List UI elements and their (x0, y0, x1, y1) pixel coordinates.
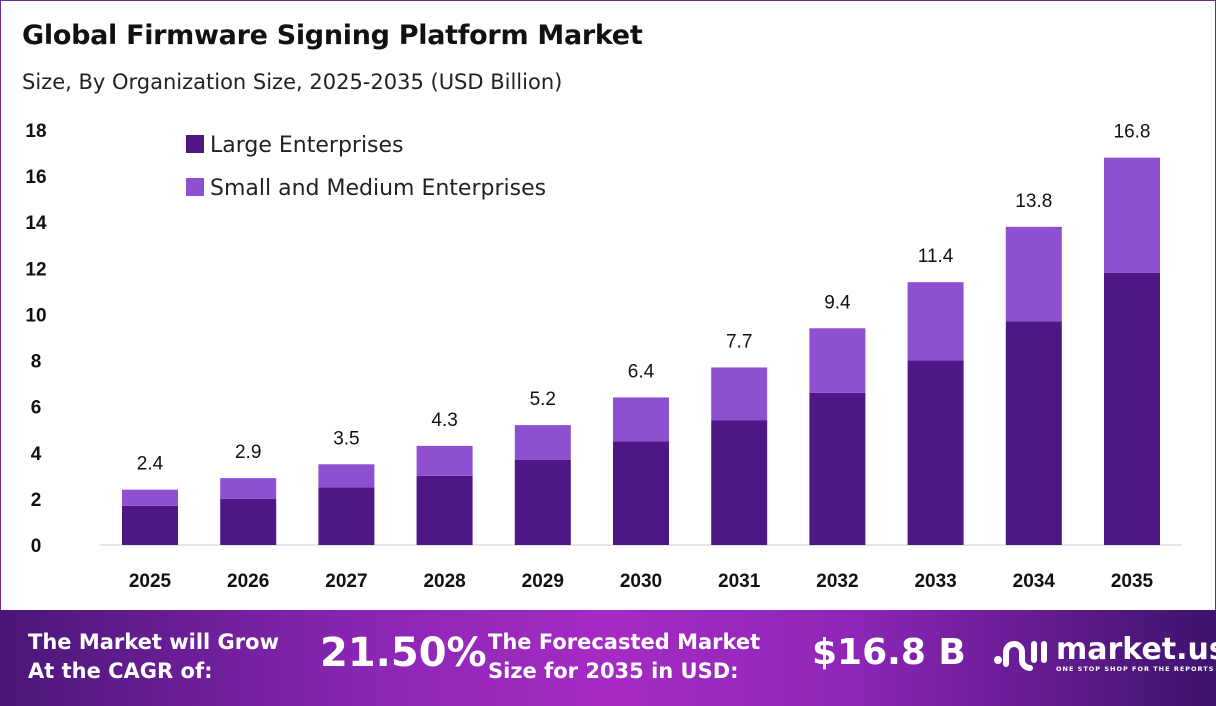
x-tick-label: 2029 (522, 571, 564, 592)
bar-large-enterprises (514, 459, 571, 545)
bar-large-enterprises (613, 441, 669, 545)
bar-small-and-medium-enterprises (907, 282, 964, 361)
total-data-label: 16.8 (1114, 122, 1151, 143)
bar-large-enterprises (1005, 321, 1062, 545)
y-tick-label: 12 (25, 259, 46, 280)
legend-label: Small and Medium Enterprises (210, 176, 546, 201)
bar-small-and-medium-enterprises (711, 367, 768, 421)
bar-small-and-medium-enterprises (318, 464, 375, 488)
chart-subtitle: Size, By Organization Size, 2025-2035 (U… (22, 70, 563, 94)
logo-mark-icon (994, 641, 1047, 671)
y-tick-label: 18 (25, 121, 46, 142)
x-tick-label: 2030 (620, 571, 662, 592)
total-data-label: 11.4 (918, 246, 954, 267)
footer-banner: The Market will Grow At the CAGR of: 21.… (0, 610, 1216, 706)
bar-chart: 0 2 4 6 8 10 12 14 16 18 2.4 2025 2.9 2026 3.5 2027 4.3 2… (25, 121, 1182, 592)
bar-small-and-medium-enterprises (809, 328, 866, 393)
bar-large-enterprises (907, 360, 964, 545)
bar-small-and-medium-enterprises (122, 489, 178, 506)
bar-large-enterprises (122, 505, 178, 545)
total-data-label: 7.7 (726, 331, 752, 352)
bar-large-enterprises (809, 392, 866, 545)
legend-label: Large Enterprises (210, 133, 404, 158)
y-tick-label: 8 (31, 352, 42, 373)
bar-large-enterprises (318, 487, 375, 545)
total-data-label: 9.4 (824, 292, 851, 313)
x-tick-label: 2026 (227, 571, 269, 592)
y-tick-label: 6 (31, 398, 42, 419)
y-tick-label: 0 (31, 536, 42, 557)
bar-large-enterprises (1104, 272, 1160, 545)
forecast-label: The Forecasted Market Size for 2035 in U… (488, 628, 760, 686)
total-data-label: 2.9 (235, 442, 261, 463)
market-us-logo: market.us ONE STOP SHOP FOR THE REPORTS (992, 634, 1216, 674)
y-tick-label: 16 (25, 167, 46, 188)
y-tick-label: 2 (31, 490, 42, 511)
y-tick-label: 4 (31, 444, 42, 465)
total-data-label: 2.4 (137, 454, 164, 475)
total-data-label: 6.4 (628, 361, 655, 382)
x-tick-label: 2025 (129, 571, 172, 592)
bar-large-enterprises (416, 475, 473, 545)
cagr-label-line2: At the CAGR of: (28, 659, 213, 683)
legend-swatch (186, 178, 204, 196)
total-data-label: 4.3 (431, 410, 457, 431)
y-tick-label: 14 (25, 213, 47, 234)
bar-small-and-medium-enterprises (1005, 226, 1062, 322)
cagr-value: 21.50% (320, 630, 487, 676)
bar-large-enterprises (220, 498, 277, 545)
x-tick-label: 2033 (914, 571, 956, 592)
x-tick-label: 2035 (1111, 571, 1154, 592)
forecast-value: $16.8 B (812, 632, 966, 673)
chart-title: Global Firmware Signing Platform Market (22, 20, 643, 51)
bar-small-and-medium-enterprises (220, 478, 277, 499)
cagr-label: The Market will Grow At the CAGR of: (28, 628, 279, 686)
total-data-label: 13.8 (1015, 191, 1052, 212)
legend-swatch (186, 135, 204, 153)
logo-tagline: ONE STOP SHOP FOR THE REPORTS (1056, 665, 1215, 673)
bar-small-and-medium-enterprises (514, 425, 571, 460)
x-tick-label: 2032 (816, 571, 858, 592)
x-tick-label: 2027 (325, 571, 367, 592)
cagr-label-line1: The Market will Grow (28, 630, 279, 654)
bar-large-enterprises (711, 420, 768, 545)
bar-small-and-medium-enterprises (416, 445, 473, 476)
bar-small-and-medium-enterprises (613, 397, 669, 442)
y-tick-label: 10 (25, 305, 46, 326)
x-tick-label: 2028 (423, 571, 465, 592)
total-data-label: 5.2 (530, 389, 556, 410)
x-tick-label: 2034 (1013, 571, 1056, 592)
total-data-label: 3.5 (333, 428, 359, 449)
forecast-label-line1: The Forecasted Market (488, 630, 761, 654)
bar-small-and-medium-enterprises (1104, 157, 1160, 273)
x-tick-label: 2031 (718, 571, 761, 592)
forecast-label-line2: Size for 2035 in USD: (488, 659, 739, 683)
logo-name: market.us (1056, 632, 1216, 667)
